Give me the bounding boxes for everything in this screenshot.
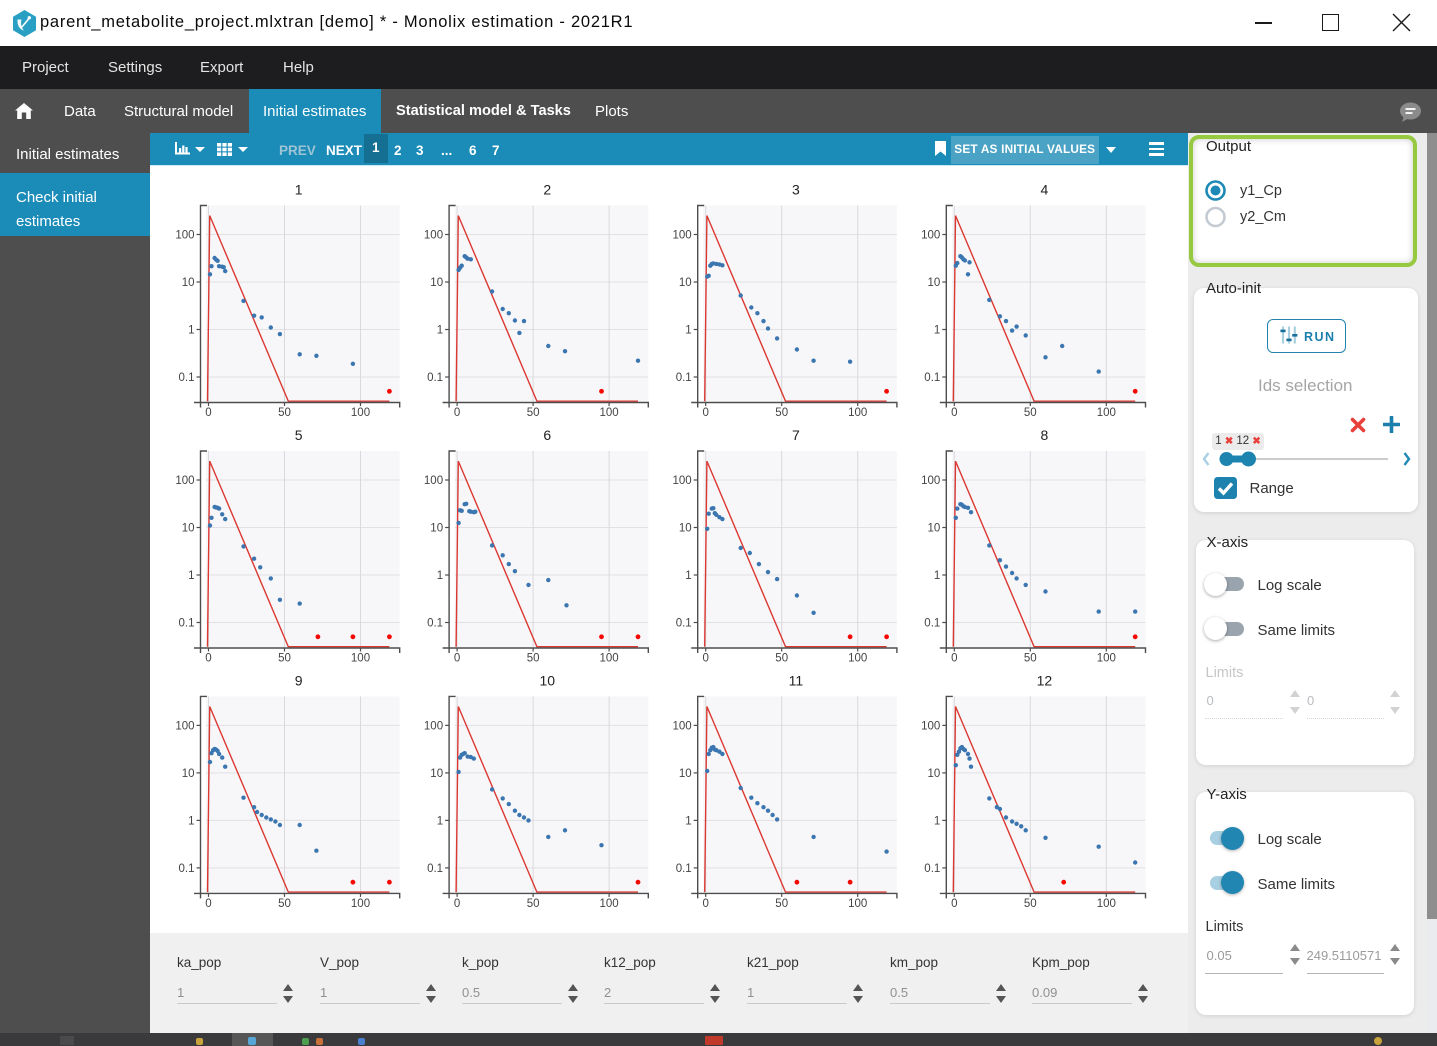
svg-text:0: 0 — [454, 653, 460, 665]
svg-text:100: 100 — [848, 898, 867, 910]
svg-text:100: 100 — [673, 230, 692, 242]
svg-text:100: 100 — [921, 720, 940, 732]
svg-text:1: 1 — [437, 325, 443, 337]
svg-text:0.1: 0.1 — [676, 863, 692, 875]
svg-text:10: 10 — [540, 672, 556, 688]
svg-text:50: 50 — [527, 898, 540, 910]
svg-text:0.1: 0.1 — [179, 372, 195, 384]
svg-text:100: 100 — [600, 898, 619, 910]
svg-text:100: 100 — [424, 720, 443, 732]
svg-text:100: 100 — [424, 230, 443, 242]
svg-text:100: 100 — [921, 230, 940, 242]
svg-text:8: 8 — [1041, 427, 1049, 443]
svg-text:50: 50 — [527, 653, 540, 665]
svg-text:100: 100 — [673, 475, 692, 487]
svg-text:100: 100 — [848, 407, 867, 419]
svg-text:0.1: 0.1 — [427, 618, 443, 630]
svg-text:100: 100 — [351, 898, 370, 910]
svg-text:0: 0 — [205, 653, 211, 665]
svg-text:1: 1 — [934, 325, 940, 337]
svg-text:1: 1 — [934, 570, 940, 582]
svg-text:1: 1 — [188, 325, 194, 337]
svg-text:100: 100 — [351, 653, 370, 665]
svg-text:100: 100 — [600, 653, 619, 665]
svg-text:11: 11 — [789, 672, 804, 688]
svg-text:100: 100 — [175, 475, 194, 487]
svg-text:0.1: 0.1 — [427, 863, 443, 875]
svg-text:100: 100 — [1097, 407, 1116, 419]
svg-text:100: 100 — [673, 720, 692, 732]
svg-text:50: 50 — [278, 407, 291, 419]
svg-text:0: 0 — [951, 407, 957, 419]
svg-text:9: 9 — [295, 672, 303, 688]
svg-text:100: 100 — [1097, 653, 1116, 665]
svg-text:10: 10 — [679, 277, 692, 289]
svg-text:10: 10 — [928, 768, 941, 780]
svg-text:100: 100 — [600, 407, 619, 419]
svg-text:1: 1 — [188, 815, 194, 827]
svg-text:1: 1 — [934, 815, 940, 827]
svg-text:10: 10 — [928, 523, 941, 535]
svg-text:5: 5 — [295, 427, 303, 443]
svg-text:50: 50 — [527, 407, 540, 419]
svg-text:50: 50 — [775, 898, 788, 910]
svg-text:1: 1 — [437, 815, 443, 827]
svg-text:50: 50 — [1024, 653, 1037, 665]
svg-text:100: 100 — [175, 720, 194, 732]
svg-text:0: 0 — [454, 407, 460, 419]
svg-text:0: 0 — [951, 653, 957, 665]
svg-text:1: 1 — [188, 570, 194, 582]
svg-text:12: 12 — [1037, 672, 1053, 688]
svg-text:0.1: 0.1 — [676, 372, 692, 384]
svg-text:10: 10 — [182, 523, 195, 535]
svg-text:1: 1 — [295, 182, 303, 198]
svg-text:0: 0 — [702, 898, 708, 910]
svg-text:1: 1 — [685, 325, 691, 337]
svg-text:100: 100 — [175, 230, 194, 242]
svg-text:0: 0 — [454, 898, 460, 910]
svg-text:50: 50 — [1024, 898, 1037, 910]
svg-text:1: 1 — [685, 815, 691, 827]
svg-text:10: 10 — [679, 768, 692, 780]
svg-text:10: 10 — [182, 277, 195, 289]
svg-text:0.1: 0.1 — [427, 372, 443, 384]
svg-text:2: 2 — [543, 182, 551, 198]
svg-text:0: 0 — [205, 407, 211, 419]
svg-text:3: 3 — [792, 182, 800, 198]
svg-text:50: 50 — [1024, 407, 1037, 419]
svg-text:100: 100 — [1097, 898, 1116, 910]
svg-text:4: 4 — [1041, 182, 1049, 198]
svg-text:10: 10 — [679, 523, 692, 535]
svg-text:10: 10 — [430, 523, 443, 535]
svg-text:50: 50 — [775, 653, 788, 665]
svg-text:0.1: 0.1 — [179, 618, 195, 630]
svg-text:100: 100 — [921, 475, 940, 487]
svg-text:0: 0 — [205, 898, 211, 910]
svg-text:100: 100 — [424, 475, 443, 487]
svg-text:10: 10 — [430, 277, 443, 289]
svg-text:50: 50 — [775, 407, 788, 419]
svg-text:7: 7 — [792, 427, 800, 443]
svg-text:0.1: 0.1 — [924, 863, 940, 875]
svg-text:10: 10 — [928, 277, 941, 289]
svg-text:10: 10 — [182, 768, 195, 780]
svg-text:0.1: 0.1 — [676, 618, 692, 630]
svg-text:0.1: 0.1 — [924, 372, 940, 384]
svg-text:100: 100 — [848, 653, 867, 665]
svg-text:50: 50 — [278, 653, 291, 665]
svg-text:50: 50 — [278, 898, 291, 910]
svg-text:0: 0 — [702, 407, 708, 419]
svg-text:0: 0 — [951, 898, 957, 910]
svg-text:1: 1 — [437, 570, 443, 582]
svg-text:6: 6 — [543, 427, 551, 443]
svg-text:0.1: 0.1 — [179, 863, 195, 875]
svg-text:0.1: 0.1 — [924, 618, 940, 630]
svg-text:10: 10 — [430, 768, 443, 780]
svg-text:100: 100 — [351, 407, 370, 419]
svg-text:0: 0 — [702, 653, 708, 665]
svg-text:1: 1 — [685, 570, 691, 582]
